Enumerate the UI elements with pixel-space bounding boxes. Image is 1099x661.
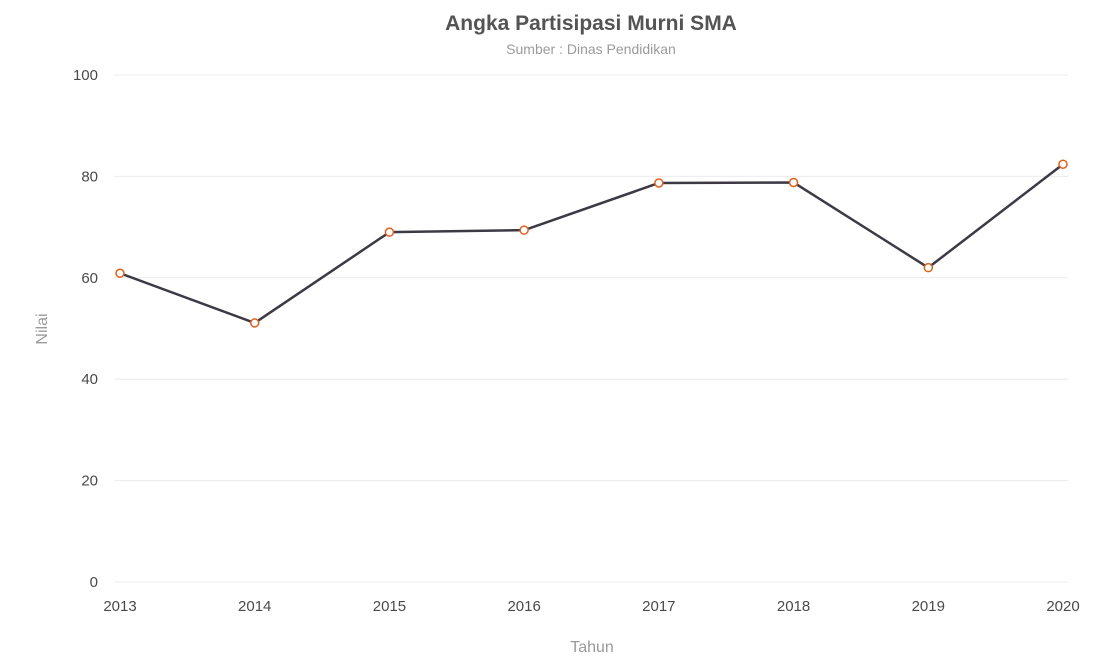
x-tick-label: 2019: [912, 598, 945, 615]
chart-subtitle: Sumber : Dinas Pendidikan: [506, 41, 676, 57]
y-tick-label: 60: [81, 270, 98, 287]
data-point-2018[interactable]: [788, 177, 799, 188]
x-tick-label: 2017: [642, 598, 675, 615]
data-point-2019[interactable]: [923, 262, 934, 273]
x-tick-label: 2015: [373, 598, 406, 615]
y-tick-label: 80: [81, 168, 98, 185]
x-tick-label: 2014: [238, 598, 271, 615]
grid-lines: [114, 74, 1068, 583]
data-point-2017[interactable]: [654, 178, 664, 188]
x-tick-label: 2018: [777, 598, 810, 615]
x-tick-label: 2013: [103, 598, 136, 615]
x-tick-label: 2020: [1046, 598, 1079, 615]
y-tick-label: 40: [81, 371, 98, 388]
chart-title: Angka Partisipasi Murni SMA: [445, 12, 737, 35]
y-tick-label: 0: [90, 574, 98, 591]
data-point-2015[interactable]: [384, 227, 395, 237]
series-line: [119, 163, 1064, 325]
x-axis-label: Tahun: [570, 639, 614, 656]
data-points: [115, 159, 1068, 328]
data-point-2016[interactable]: [519, 225, 529, 235]
x-axis-ticks: 2013 2014 2015 2016 2017 2018 2019 2020: [103, 598, 1079, 615]
x-tick-label: 2016: [507, 598, 540, 615]
y-tick-label: 100: [73, 67, 98, 84]
data-point-2013[interactable]: [115, 268, 125, 278]
data-point-2020[interactable]: [1058, 159, 1068, 169]
y-tick-label: 20: [81, 473, 98, 490]
y-axis-label: Nilai: [34, 313, 51, 344]
y-axis-ticks: 0 20 40 60 80 100: [73, 67, 98, 591]
series-layer: [119, 163, 1064, 325]
data-point-2014[interactable]: [249, 318, 260, 328]
